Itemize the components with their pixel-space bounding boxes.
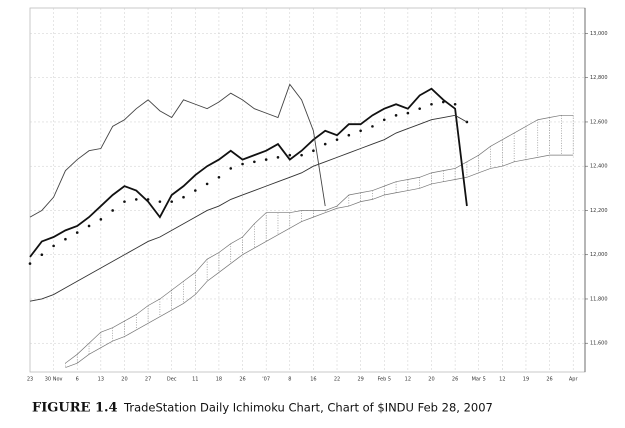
series-dot: [28, 262, 32, 265]
series-line: [29, 87, 468, 258]
x-tick-label: 26: [546, 377, 552, 383]
series-dot: [371, 125, 374, 128]
x-tick-label: 18: [216, 377, 222, 383]
series-dot: [111, 209, 114, 212]
y-tick-label: 12,600: [590, 119, 608, 125]
x-tick-label: 23: [27, 377, 33, 383]
cloud-lower: [65, 154, 574, 368]
series-dot: [194, 189, 197, 192]
x-tick-label: Apr: [569, 377, 579, 383]
series-dot: [288, 153, 292, 157]
plot-frame: [29, 7, 586, 373]
y-tick-label: 12,400: [590, 164, 608, 170]
series-dot: [40, 253, 44, 257]
y-tick-label: 11,800: [590, 296, 608, 302]
series-dot: [158, 200, 162, 203]
x-tick-label: 26: [452, 377, 458, 383]
series-dot: [347, 133, 351, 137]
series-dot: [87, 224, 91, 228]
series-dot: [205, 182, 209, 186]
series-dot: [253, 160, 256, 164]
figure-caption: TradeStation Daily Ichimoku Chart, Chart…: [123, 401, 493, 415]
x-tick-label: 20: [121, 377, 127, 383]
x-tick-label: 22: [334, 377, 340, 383]
series-dot: [430, 102, 433, 106]
x-tick-label: '07: [262, 377, 270, 383]
x-tick-label: Feb 5: [377, 377, 391, 383]
x-tick-label: 19: [523, 377, 529, 383]
series-dot: [217, 175, 221, 179]
series-dot: [382, 118, 386, 122]
y-tick-label: 12,000: [590, 252, 608, 258]
series-dot: [75, 231, 79, 234]
x-tick-label: 12: [405, 377, 411, 383]
x-tick-label: 27: [145, 377, 151, 383]
x-tick-label: 11: [192, 377, 198, 383]
figure-label: FIGURE 1.4: [32, 401, 118, 416]
cloud-upper: [65, 114, 574, 364]
x-tick-label: 30 Nov: [45, 377, 63, 383]
series-dot: [406, 111, 410, 115]
series-dot: [182, 195, 185, 199]
series-dot: [276, 156, 280, 159]
y-tick-label: 12,800: [590, 75, 608, 81]
series-dot: [335, 138, 339, 141]
series-dot: [64, 237, 67, 241]
series-dot: [418, 107, 421, 110]
series-dot: [123, 200, 126, 203]
x-tick-label: 29: [357, 377, 363, 383]
series-line: [29, 83, 326, 218]
y-tick-label: 13,000: [590, 31, 608, 37]
series-line: [29, 114, 468, 302]
x-tick-label: 6: [76, 377, 79, 383]
x-tick-label: 8: [288, 377, 291, 383]
series-dot: [312, 149, 315, 153]
x-tick-label: 16: [310, 377, 316, 383]
series-dot: [146, 198, 150, 201]
series-dot: [134, 198, 138, 201]
series-dot: [323, 142, 327, 146]
series-dot: [99, 218, 103, 221]
series-dot: [453, 102, 457, 106]
y-tick-label: 11,600: [590, 341, 608, 347]
x-tick-label: Mar 5: [472, 377, 486, 383]
x-tick-label: 12: [499, 377, 505, 383]
x-tick-label: 13: [98, 377, 104, 383]
series-dot: [52, 244, 55, 248]
x-tick-label: 26: [239, 377, 245, 383]
y-tick-label: 12,200: [590, 208, 608, 214]
series-dot: [241, 162, 244, 166]
x-tick-label: 20: [428, 377, 434, 383]
series-dot: [229, 167, 233, 170]
series-dot: [359, 129, 362, 133]
series-dot: [300, 153, 303, 157]
series-dot: [264, 158, 268, 161]
x-tick-label: Dec: [167, 377, 177, 383]
series-dot: [170, 200, 174, 203]
series-dot: [441, 100, 445, 104]
series-dot: [394, 114, 398, 117]
